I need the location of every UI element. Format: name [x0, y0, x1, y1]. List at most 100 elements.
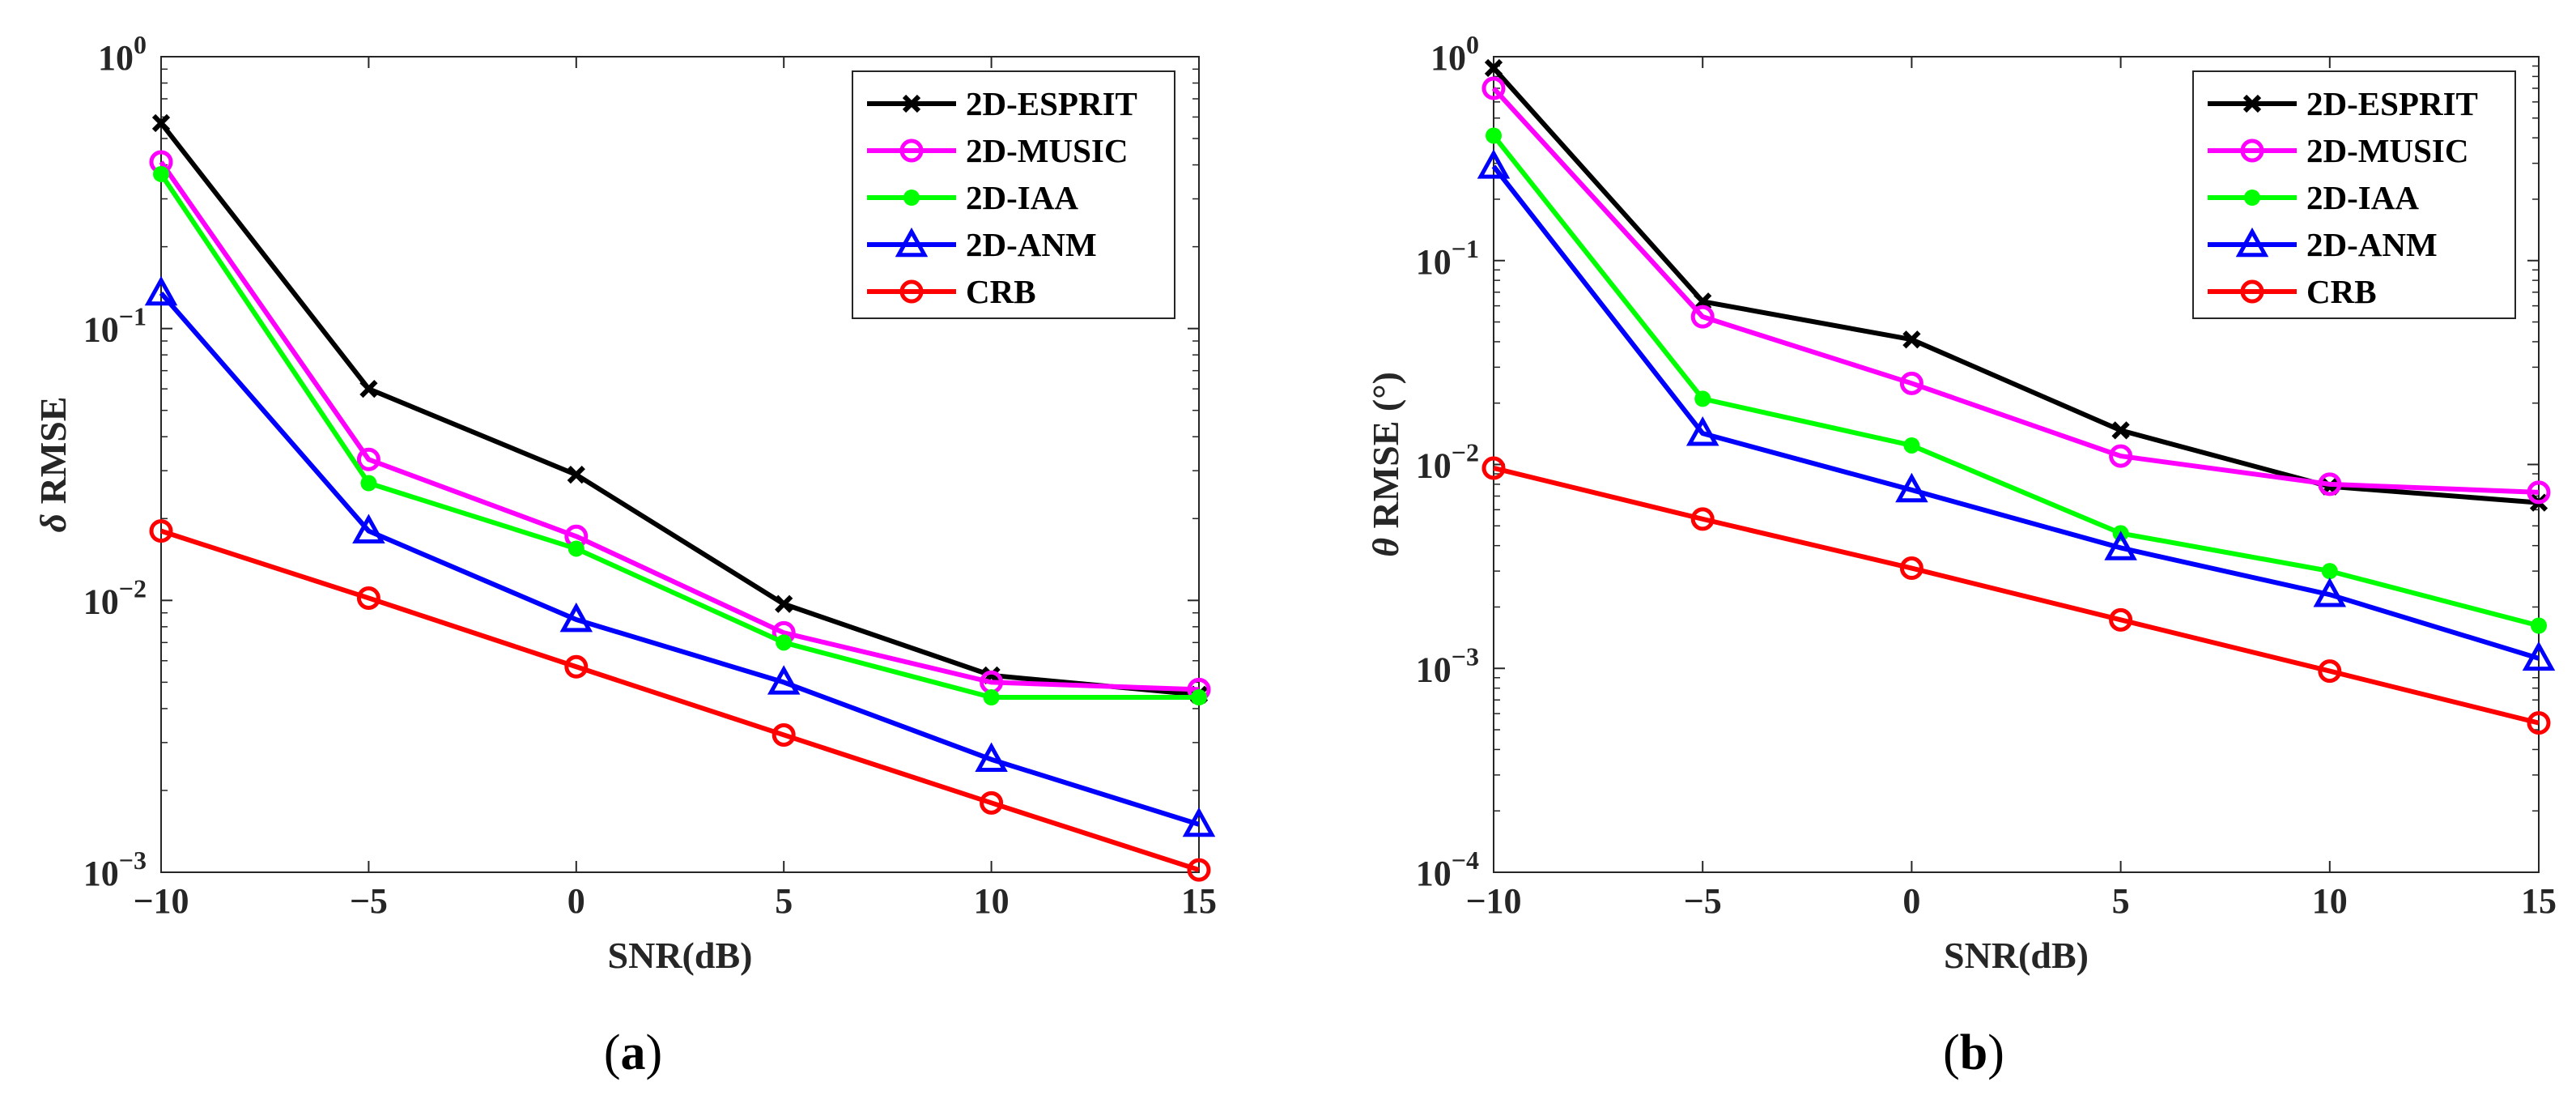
- y-tick-label: 10−4: [1416, 846, 1479, 893]
- marker-circle: [1899, 556, 1923, 581]
- series-2d-iaa: [153, 165, 1207, 706]
- chart-panel-a: −10 −5 0 5 10 15 100 10−1 10−2 10−3 SNR(dB) δ RMSE 2…: [32, 30, 1217, 1080]
- marker-circle: [899, 138, 924, 163]
- marker-circle: [2527, 480, 2551, 505]
- marker-x: [1902, 330, 1921, 349]
- marker-x: [1484, 58, 1503, 78]
- marker-dot: [1694, 390, 1711, 407]
- series-line: [160, 528, 1200, 872]
- marker-dot: [903, 190, 920, 206]
- series-crb: [1481, 456, 2551, 735]
- series-2d-anm: [144, 275, 1216, 837]
- legend-item: CRB: [867, 273, 1036, 310]
- marker-circle: [356, 586, 380, 610]
- marker-dot: [776, 634, 793, 651]
- marker-circle: [356, 447, 380, 471]
- y-axis-label: θ RMSE (°): [1365, 372, 1406, 557]
- y-tick-label: 100: [1430, 30, 1479, 78]
- series-line: [1491, 66, 2540, 505]
- y-tick-label: 10−1: [1416, 234, 1479, 282]
- marker-circle: [1690, 507, 1715, 531]
- panel-label: (a): [604, 1025, 662, 1080]
- marker-x: [151, 113, 171, 133]
- x-axis-label: SNR(dB): [608, 935, 753, 976]
- marker-triangle: [1182, 807, 1216, 837]
- marker-circle: [2318, 659, 2342, 684]
- y-tick-label: 10−2: [1416, 438, 1479, 486]
- marker-x: [775, 594, 793, 613]
- marker-circle: [1899, 371, 1923, 395]
- marker-circle: [2318, 472, 2342, 496]
- y-axis: 100 10−1 10−2 10−3 10−4: [1416, 30, 2539, 893]
- marker-x: [2111, 421, 2130, 440]
- chart-panel-b: −10 −5 0 5 10 15 100 10−1 10−2 10−3 10−4 SNR(dB) θ R…: [1365, 30, 2557, 1080]
- legend-label: 2D-ESPRIT: [966, 85, 1137, 122]
- marker-triangle: [144, 275, 178, 306]
- marker-triangle: [2313, 577, 2347, 607]
- legend-item: 2D-MUSIC: [2208, 132, 2468, 169]
- legend-item: 2D-ANM: [867, 226, 1097, 263]
- y-tick-label: 10−3: [83, 846, 147, 893]
- marker-circle: [2109, 444, 2133, 468]
- marker-dot: [153, 165, 169, 182]
- x-tick-label: −5: [350, 881, 388, 921]
- legend-label: 2D-ANM: [966, 226, 1097, 263]
- x-tick-label: 5: [2112, 881, 2130, 921]
- x-tick-label: −5: [1684, 881, 1722, 921]
- marker-circle: [980, 790, 1004, 815]
- legend-item: 2D-MUSIC: [867, 132, 1128, 169]
- marker-triangle: [1685, 416, 1719, 446]
- legend-label: 2D-IAA: [966, 179, 1078, 216]
- x-axis: −10 −5 0 5 10 15: [133, 57, 1217, 921]
- series-line: [159, 173, 1199, 701]
- y-tick-label: 10−2: [83, 573, 147, 621]
- marker-x: [2242, 94, 2262, 113]
- marker-circle: [1690, 305, 1715, 329]
- series-line: [1491, 86, 2540, 495]
- y-axis-label: δ RMSE: [32, 397, 74, 533]
- legend-label: CRB: [966, 273, 1036, 310]
- y-tick-label: 10−1: [83, 302, 147, 350]
- marker-circle: [2240, 138, 2264, 163]
- marker-dot: [2244, 190, 2260, 206]
- marker-circle: [2109, 607, 2133, 632]
- marker-circle: [2527, 711, 2551, 735]
- series-2d-iaa: [1486, 127, 2547, 634]
- marker-circle: [899, 279, 924, 304]
- series-crb: [149, 519, 1211, 882]
- marker-x: [902, 94, 921, 113]
- marker-triangle: [1477, 149, 1511, 179]
- marker-dot: [567, 540, 584, 557]
- marker-triangle: [895, 227, 929, 258]
- x-tick-label: 5: [775, 881, 793, 921]
- series-2d-anm: [1477, 149, 2556, 671]
- x-tick-label: −10: [1465, 881, 1521, 921]
- marker-circle: [1481, 76, 1506, 100]
- marker-dot: [1191, 689, 1207, 706]
- x-tick-label: −10: [133, 881, 189, 921]
- marker-dot: [1903, 437, 1920, 454]
- legend-item: 2D-ANM: [2208, 226, 2438, 263]
- marker-triangle: [2104, 530, 2137, 560]
- series-line: [159, 160, 1200, 692]
- marker-triangle: [2522, 641, 2556, 671]
- series-line: [1491, 134, 2540, 628]
- x-tick-label: 10: [974, 881, 1010, 921]
- marker-dot: [983, 689, 1000, 706]
- marker-dot: [2531, 617, 2547, 634]
- legend: 2D-ESPRIT 2D-MUSIC 2D-IAA 2D-ANM CRB: [852, 70, 1175, 319]
- x-tick-label: 0: [1902, 881, 1920, 921]
- legend-item: 2D-IAA: [867, 179, 1078, 216]
- marker-circle: [149, 519, 173, 543]
- panel-label: (b): [1943, 1025, 2004, 1080]
- marker-triangle: [975, 742, 1008, 773]
- series-2d-music: [1481, 76, 2551, 505]
- legend-label: 2D-MUSIC: [966, 132, 1128, 169]
- series-line: [1491, 164, 2540, 661]
- marker-x: [359, 380, 378, 398]
- legend-item: 2D-IAA: [2208, 179, 2419, 216]
- legend-label: 2D-ESPRIT: [2306, 85, 2478, 122]
- marker-x: [567, 466, 585, 484]
